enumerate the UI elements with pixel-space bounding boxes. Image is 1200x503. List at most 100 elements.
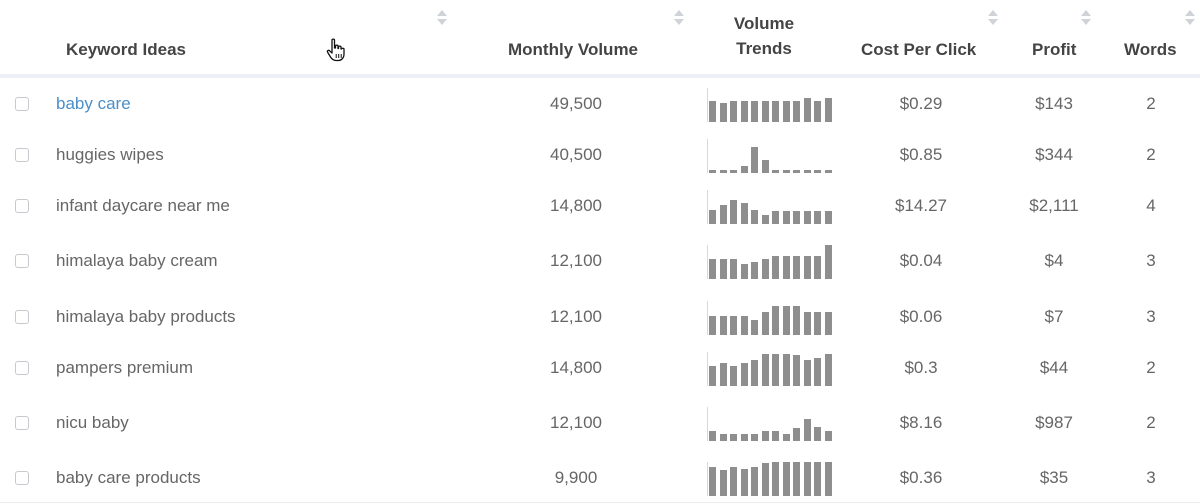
words-value: 2 [1146,413,1156,432]
trend-bar [762,311,769,335]
sort-arrows-icon[interactable] [988,10,998,26]
table-row[interactable]: huggies wipes 40,500 $0.85 $344 2 [0,129,1200,181]
trend-bar [783,353,790,386]
trend-bar [814,169,821,173]
sort-arrows-icon[interactable] [1081,10,1091,26]
table-row[interactable]: infant daycare near me 14,800 $14.27 $2,111… [0,180,1200,232]
row-checkbox[interactable] [15,198,29,213]
column-header-keyword-ideas[interactable]: Keyword Ideas [66,40,186,59]
trend-bar [814,100,821,122]
trend-bar [793,100,800,122]
sparkline-axis [707,461,708,496]
trend-bar [709,315,716,335]
sparkline-axis [707,351,708,386]
trend-bar [804,359,811,386]
trend-bar [825,431,832,441]
trend-bar [793,305,800,335]
table-row[interactable]: baby care products 9,900 $0.36 $35 3 [0,453,1200,503]
trend-bar [825,461,832,496]
trend-bar [772,256,779,279]
keyword-text: baby care products [56,467,201,487]
sort-arrows-icon[interactable] [437,10,447,26]
volume-trend-sparkline [707,407,835,441]
row-checkbox[interactable] [15,147,29,162]
column-header-profit[interactable]: Profit [1032,40,1077,59]
trend-bar [730,466,737,496]
monthly-volume-value: 40,500 [550,144,602,164]
trend-bar [730,169,737,173]
row-checkbox[interactable] [15,96,29,111]
volume-trend-sparkline [707,461,835,496]
trend-bar [793,169,800,173]
sparkline-axis [707,245,708,279]
table-row[interactable]: pampers premium 14,800 $0.3 $44 2 [0,342,1200,394]
trend-bar [751,209,758,224]
column-header-monthly-volume[interactable]: Monthly Volume [508,40,639,59]
keyword-text: pampers premium [56,357,193,377]
column-header-volume-trends[interactable]: Volume Trends [714,11,814,61]
trend-bar [720,102,727,122]
cost-per-click-value: $0.06 [899,306,943,326]
trend-bar [772,461,779,496]
trend-bar [804,419,811,441]
trend-bar [772,169,779,173]
sort-arrows-icon[interactable] [674,10,684,26]
trend-bar [762,100,769,122]
cost-per-click-value: $14.27 [895,195,947,215]
trend-bar [720,362,727,386]
trend-bar [772,100,779,122]
row-checkbox[interactable] [15,309,29,324]
row-checkbox[interactable] [15,360,29,375]
trend-bar [783,100,790,122]
cost-per-click-value: $0.04 [899,251,943,270]
table-row[interactable]: himalaya baby cream 12,100 $0.04 $4 3 [0,231,1200,292]
trend-bar [814,311,821,335]
trend-bar [814,357,821,386]
profit-value: $143 [1035,93,1073,113]
words-value: 3 [1146,251,1156,270]
trend-bar [762,353,769,386]
trend-bar [751,466,758,496]
volume-trend-sparkline [707,245,835,279]
trend-bar [709,100,716,122]
trend-bar [709,169,716,173]
table-row[interactable]: nicu baby 12,100 $8.16 $987 2 [0,393,1200,454]
table-row[interactable]: himalaya baby products 12,100 $0.06 $7 3 [0,291,1200,343]
trend-bar [730,315,737,335]
table-header: Keyword Ideas Monthly Volume Volume Tren… [0,0,1200,74]
keyword-text: huggies wipes [56,144,164,164]
trend-bar [804,256,811,279]
sort-arrows-icon[interactable] [1185,10,1195,26]
volume-trend-sparkline [707,138,835,173]
table-row[interactable]: baby care 49,500 $0.29 $143 2 [0,78,1200,130]
row-checkbox[interactable] [15,470,29,485]
monthly-volume-value: 12,100 [550,306,602,326]
trend-bar [762,159,769,173]
words-value: 2 [1146,144,1156,164]
monthly-volume-value: 49,500 [550,93,602,113]
trend-bar [804,97,811,122]
cost-per-click-value: $0.3 [904,357,938,377]
trend-bar [741,264,748,279]
words-value: 2 [1146,93,1156,113]
keyword-text: nicu baby [56,413,129,432]
trend-bar [730,259,737,279]
keyword-text: himalaya baby cream [56,251,218,270]
column-header-words[interactable]: Words [1124,40,1177,59]
trend-bar [720,169,727,173]
trend-bar [783,210,790,224]
words-value: 3 [1146,467,1156,487]
trend-bar [825,245,832,279]
column-header-cost-per-click[interactable]: Cost Per Click [861,40,977,59]
keyword-link[interactable]: baby care [56,93,131,113]
row-checkbox[interactable] [15,416,29,430]
words-value: 2 [1146,357,1156,377]
trend-bar [751,434,758,441]
volume-trend-sparkline [707,189,835,224]
trend-bar [751,359,758,386]
header-divider [0,74,1200,78]
trend-bar [804,210,811,224]
trend-bar [762,431,769,441]
trend-bar [730,365,737,386]
row-checkbox[interactable] [15,254,29,268]
